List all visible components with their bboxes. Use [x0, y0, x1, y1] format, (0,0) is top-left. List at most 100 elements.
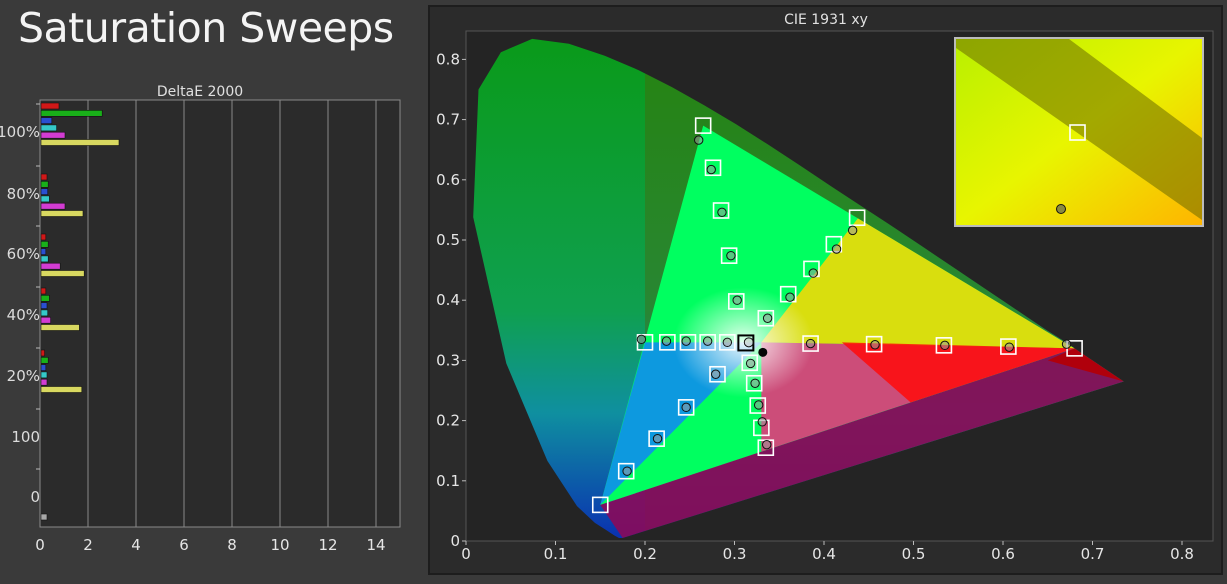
cie-chart-title: CIE 1931 xy — [784, 12, 868, 28]
cie-targets — [591, 117, 1083, 514]
deltae-chart: DeltaE 2000 0 2 4 6 8 10 12 14 100% 80% 60% 40% 20%… — [0, 84, 401, 554]
cie-target-marker — [727, 293, 745, 310]
cie-target-marker — [719, 334, 736, 351]
deltae-x-tick-label: 8 — [227, 536, 237, 554]
deltae-bar-green — [40, 356, 49, 364]
deltae-bar-magenta — [40, 131, 66, 139]
deltae-bar-blue — [40, 188, 49, 195]
deltae-x-tick-label: 10 — [270, 536, 289, 554]
cie-target-marker — [704, 159, 722, 177]
cie-target-marker — [745, 374, 763, 392]
deltae-bar-yellow — [40, 386, 83, 393]
page-title: Saturation Sweeps — [18, 4, 394, 52]
deltae-bar-yellow — [40, 270, 85, 277]
cie-x-tick-label: 0.4 — [812, 545, 836, 563]
cie-y-tick-label: 0.8 — [436, 50, 460, 68]
cie-measured-point — [661, 336, 672, 346]
deltae-chart-title: DeltaE 2000 — [157, 84, 243, 100]
cie-measured-point — [722, 337, 733, 348]
cie-y-tick-label: 0.7 — [436, 111, 460, 129]
cie-inset-target — [1069, 124, 1086, 141]
cie-target-marker — [712, 202, 730, 219]
cie-x-tick-label: 0.8 — [1170, 545, 1194, 563]
deltae-bar-green — [40, 241, 49, 248]
deltae-bar-blue — [40, 302, 48, 309]
cie-target-marker — [699, 334, 716, 351]
deltae-y-label: 40% — [7, 306, 40, 324]
cie-x-tick-label: 0.1 — [544, 545, 568, 563]
deltae-y-label: 100% — [0, 123, 40, 141]
cie-y-tick-label: 0.4 — [436, 291, 460, 309]
deltae-grid — [87, 100, 377, 527]
cie-x-ticks: 0 0.1 0.2 0.3 0.4 0.5 0.6 0.7 0.8 — [461, 541, 1194, 563]
cie-measured-point — [717, 207, 727, 218]
deltae-bar-magenta — [40, 378, 48, 386]
cie-target-marker — [865, 335, 883, 353]
deltae-bar-blue — [40, 364, 47, 371]
cie-target-marker — [749, 397, 767, 414]
cie-measured-point — [847, 225, 858, 236]
deltae-x-tick-label: 2 — [83, 536, 93, 554]
deltae-y-label: 0 — [30, 488, 40, 506]
cie-target-marker — [1000, 338, 1017, 355]
deltae-bar-yellow — [40, 210, 84, 217]
cie-chart: CIE 1931 xy 0 0.1 0.2 0.3 0.4 0.5 0.6 0.7 0.8 00… — [436, 12, 1214, 563]
cie-measured-point — [636, 334, 647, 345]
deltae-y-label: 80% — [7, 185, 40, 203]
cie-measured-point — [694, 135, 704, 145]
deltae-bar-yellow — [40, 139, 120, 146]
deltae-bar-red — [40, 233, 47, 241]
deltae-bar-cyan — [40, 309, 49, 317]
cie-target-marker — [591, 496, 609, 514]
cie-measured-point — [805, 338, 816, 349]
deltae-y-label: 20% — [7, 367, 40, 385]
cie-inset-measured — [1056, 204, 1066, 214]
cie-measured — [622, 135, 1072, 476]
cie-target-marker — [617, 462, 635, 480]
cie-measured-point — [711, 369, 721, 379]
deltae-bar-green — [40, 110, 103, 117]
deltae-bar-cyan — [40, 195, 50, 203]
deltae-bar-cyan — [40, 371, 48, 379]
cie-target-marker — [694, 117, 712, 134]
cie-measured-point — [745, 358, 756, 369]
deltae-bar-cyan — [40, 124, 57, 132]
deltae-bar-blue — [40, 117, 53, 124]
cie-x-tick-label: 0 — [461, 545, 471, 563]
cie-target-marker — [757, 309, 775, 327]
deltae-x-tick-label: 14 — [366, 536, 385, 554]
deltae-bar-magenta — [40, 262, 61, 270]
cie-y-tick-label: 0.1 — [436, 472, 460, 490]
deltae-plot-area — [39, 99, 401, 528]
cie-measured-point — [702, 336, 713, 346]
deltae-bar-red — [40, 349, 45, 357]
deltae-x-tick-label: 0 — [35, 536, 45, 554]
deltae-y-label: 100 — [11, 428, 40, 446]
deltae-x-ticks: 0 2 4 6 8 10 12 14 — [35, 536, 385, 554]
deltae-bar-gray — [40, 513, 48, 521]
cie-measured-point — [681, 402, 691, 413]
cie-y-tick-label: 0.3 — [436, 351, 460, 369]
deltae-bar-red — [40, 102, 60, 110]
deltae-bar-blue — [40, 248, 47, 255]
cie-measured-point — [753, 400, 764, 410]
cie-measured-white — [758, 347, 768, 357]
cie-measured-point — [785, 292, 795, 302]
deltae-y-label: 60% — [7, 245, 40, 263]
cie-measured-point — [808, 268, 818, 278]
deltae-bar-yellow — [40, 324, 80, 331]
cie-measured-point — [622, 466, 632, 476]
cie-x-tick-label: 0.3 — [723, 545, 747, 563]
deltae-bars — [40, 102, 120, 521]
cie-measured-point — [706, 164, 716, 175]
cie-x-tick-label: 0.5 — [902, 545, 926, 563]
cie-white-glow — [673, 287, 814, 398]
cie-target-marker — [935, 337, 953, 354]
deltae-bar-magenta — [40, 316, 51, 324]
cie-y-tick-label: 0.2 — [436, 412, 460, 430]
deltae-bar-green — [40, 181, 49, 188]
cie-inset-shade — [956, 39, 1202, 220]
cie-measured-point — [757, 417, 767, 427]
cie-target-marker — [659, 334, 676, 351]
deltae-bar-cyan — [40, 255, 49, 263]
